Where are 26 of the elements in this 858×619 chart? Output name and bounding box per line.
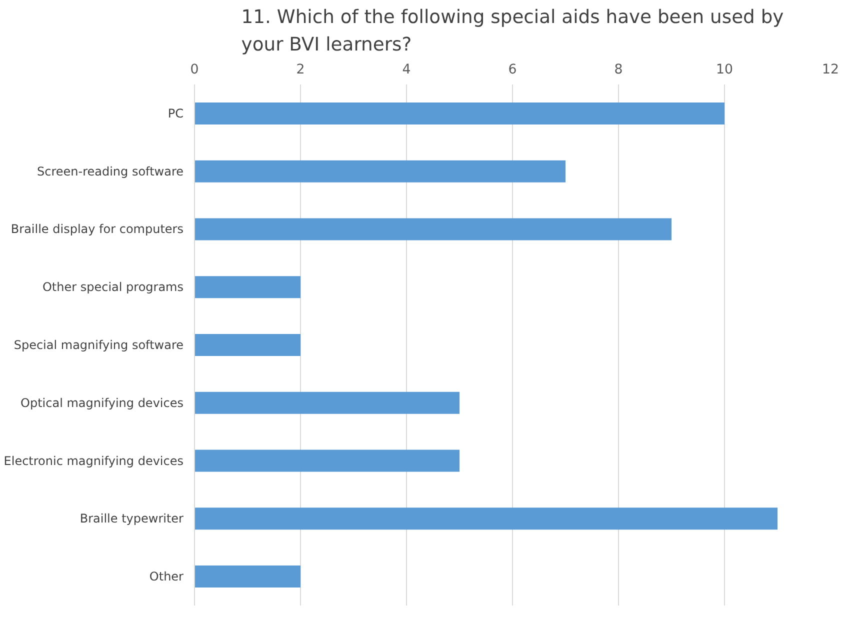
x-tick-label: 8	[614, 62, 623, 78]
y-tick-label: Optical magnifying devices	[20, 396, 184, 410]
bar	[194, 218, 672, 240]
y-tick-label: PC	[168, 106, 184, 120]
bar	[194, 508, 778, 530]
y-tick-label: Other special programs	[42, 280, 184, 294]
y-tick-label: Braille typewriter	[80, 512, 184, 526]
bar	[194, 276, 300, 298]
x-tick-label: 10	[716, 62, 733, 78]
bar	[194, 450, 460, 472]
bar	[194, 160, 566, 182]
y-tick-label: Screen-reading software	[36, 164, 184, 178]
bar	[194, 102, 724, 124]
x-tick-label: 2	[296, 62, 305, 78]
bar	[194, 566, 300, 588]
x-tick-label: 4	[402, 62, 411, 78]
x-tick-label: 6	[508, 62, 517, 78]
y-tick-label: Braille display for computers	[10, 222, 184, 236]
bar	[194, 392, 460, 414]
y-tick-label: Other	[149, 570, 184, 584]
y-tick-label: Special magnifying software	[14, 338, 184, 352]
x-tick-label: 0	[190, 62, 199, 78]
y-tick-label: Electronic magnifying devices	[4, 454, 184, 468]
x-tick-label: 12	[822, 62, 839, 78]
bar	[194, 334, 300, 356]
chart-title: 11. Which of the following special aids have been used by your BVI learners?	[241, 7, 784, 56]
